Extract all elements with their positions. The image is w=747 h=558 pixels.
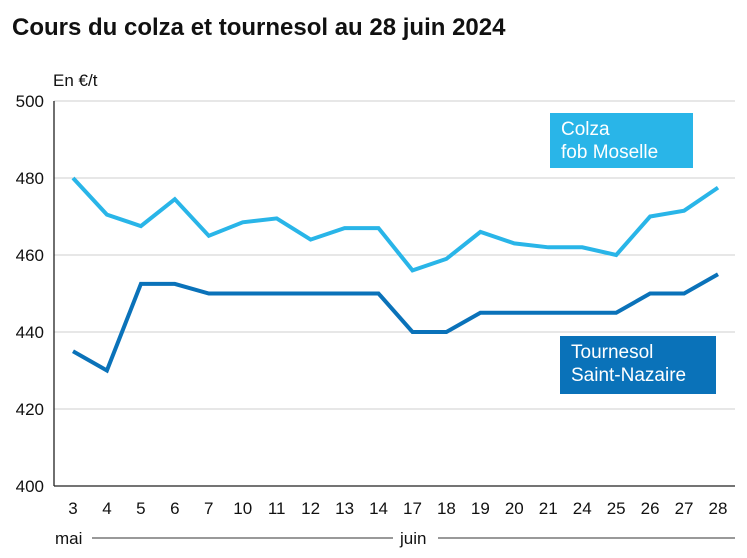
x-tick-label: 6 [170,499,179,518]
series-line-tournesol [72,272,719,374]
x-tick-label: 17 [403,499,422,518]
y-tick-label: 480 [16,169,44,188]
series-label-text: fob Moselle [561,142,658,163]
x-tick-label: 21 [539,499,558,518]
x-tick-label: 14 [369,499,388,518]
series-label-text: Colza [561,119,610,140]
x-tick-label: 12 [301,499,320,518]
x-tick-label: 25 [607,499,626,518]
series-label-box [550,113,693,168]
y-tick-label: 500 [16,92,44,111]
y-tick-label: 440 [16,323,44,342]
chart-title: Cours du colza et tournesol au 28 juin 2… [12,14,506,41]
month-label-may: mai [55,529,82,548]
y-tick-label: 420 [16,400,44,419]
y-tick-label: 400 [16,477,44,496]
y-tick-label: 460 [16,246,44,265]
month-label-june: juin [399,529,426,548]
series-label-text: Saint-Nazaire [571,365,686,386]
x-tick-label: 26 [641,499,660,518]
y-axis-label: En €/t [53,71,98,90]
x-tick-label: 24 [573,499,592,518]
x-tick-label: 3 [68,499,77,518]
x-tick-label: 18 [437,499,456,518]
x-tick-label: 7 [204,499,213,518]
series-line-colza [71,176,720,273]
x-tick-label: 20 [505,499,524,518]
x-tick-label: 4 [102,499,111,518]
x-tick-label: 11 [268,499,286,518]
x-tick-label: 28 [709,499,728,518]
series-label-box [560,336,716,394]
series-label-text: Tournesol [571,342,653,363]
x-tick-label: 10 [233,499,252,518]
x-tick-label: 13 [335,499,354,518]
x-tick-label: 27 [675,499,694,518]
x-tick-label: 19 [471,499,490,518]
x-tick-label: 5 [136,499,145,518]
